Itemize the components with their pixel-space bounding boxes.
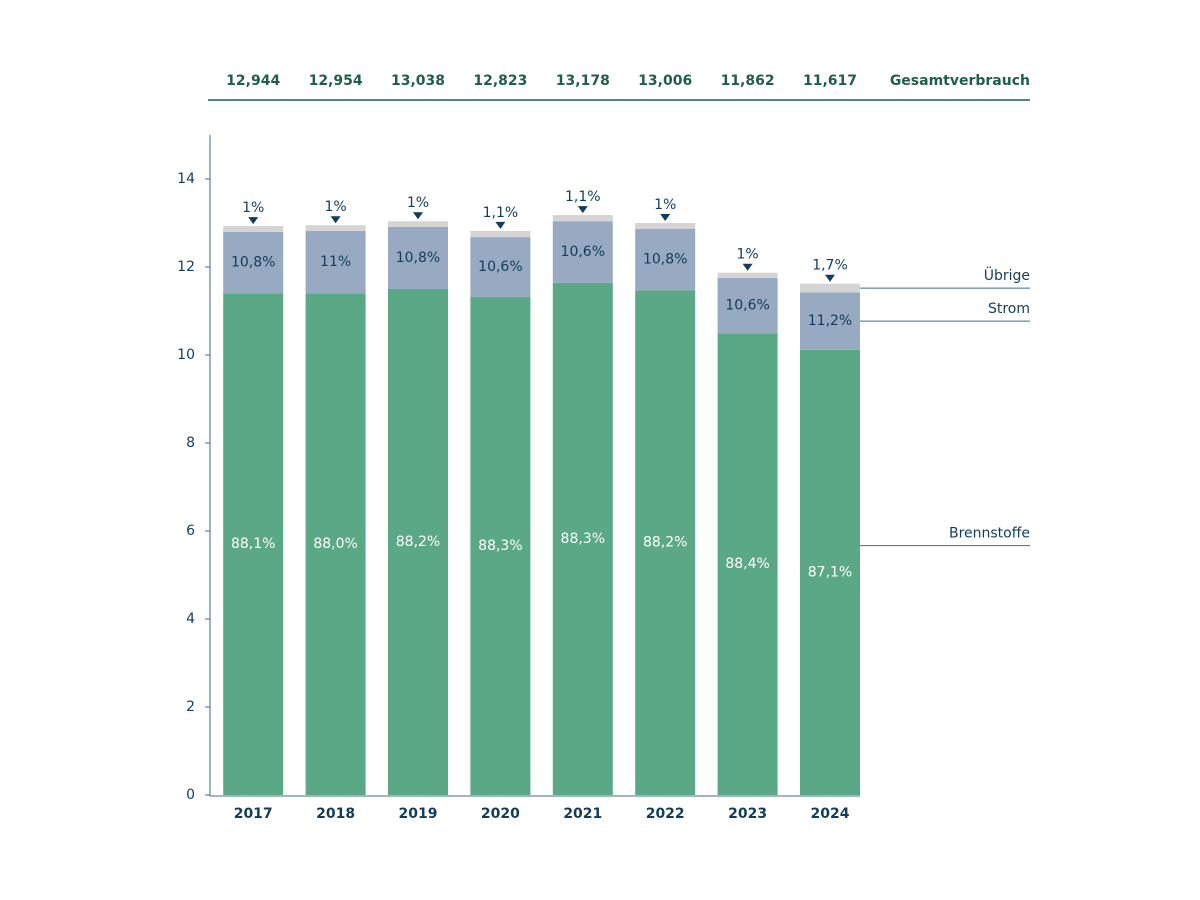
share-label: 1% [654,197,676,213]
share-label: 1,7% [812,258,848,274]
pointer-arrow [825,274,835,282]
pointer-arrow [248,217,259,225]
x-tick-label: 2020 [481,806,520,822]
bar-segment [800,292,860,350]
total-label: 13,038 [391,73,445,89]
x-tick-label: 2023 [728,806,767,822]
share-label: 1% [407,195,429,211]
bar-segment [470,296,531,795]
bar-segment [800,283,860,293]
x-tick-label: 2021 [563,806,602,822]
share-label: 10,6% [725,298,769,314]
share-label: 1,1% [565,189,601,205]
share-label: 10,6% [561,244,605,260]
bar-segment [388,226,448,289]
total-label: 12,954 [309,73,363,89]
share-label: 88,3% [561,531,605,547]
total-label: 11,617 [803,73,857,89]
bar-segment [388,289,448,795]
bar-segment [717,333,778,795]
bar-segment [305,230,366,294]
share-label: 1% [736,247,758,263]
bar-segment [305,293,366,795]
x-tick-label: 2024 [811,806,850,822]
y-tick-label: 12 [177,259,195,275]
share-label: 10,6% [478,259,522,275]
bar-segment [470,230,531,238]
total-label: 13,006 [638,73,692,89]
share-label: 10,8% [231,255,275,271]
share-label: 1% [242,200,264,216]
share-label: 88,2% [396,534,440,550]
x-tick-label: 2017 [234,806,273,822]
y-tick-label: 2 [186,699,195,715]
bar-segment [635,223,696,229]
pointer-arrow [330,216,341,224]
share-label: 87,1% [808,564,852,580]
bar-segment [552,282,613,796]
share-label: 11% [320,254,351,270]
share-label: 88,0% [313,536,357,552]
bar-segment [388,221,448,227]
bar-segment [223,226,284,232]
share-label: 11,2% [808,313,852,329]
legend-label: Übrige [984,266,1030,284]
bar-segment [305,225,366,231]
total-label: 11,862 [721,73,775,89]
totals-title: Gesamtverbrauch [890,73,1030,89]
y-tick-label: 10 [177,347,195,363]
total-label: 13,178 [556,73,610,89]
share-label: 10,8% [396,250,440,266]
pointer-arrow [495,221,506,229]
share-label: 88,3% [478,538,522,554]
bar-segment [470,237,531,297]
bar-segment [552,221,613,283]
total-label: 12,944 [226,73,280,89]
pointer-arrow [577,206,588,214]
bar-segment [223,293,284,795]
bar-segment [800,349,860,795]
legend-label: Brennstoffe [949,526,1030,542]
y-tick-label: 8 [186,435,195,451]
bar-segment [635,290,696,795]
y-tick-label: 0 [186,787,195,803]
total-label: 12,823 [473,73,527,89]
x-tick-label: 2019 [399,806,438,822]
share-label: 88,2% [643,535,687,551]
legend-label: Strom [988,301,1030,317]
bar-segment [635,228,696,291]
x-tick-label: 2018 [316,806,355,822]
y-tick-label: 14 [177,171,195,187]
pointer-arrow [413,212,423,220]
bar-segment [552,215,613,222]
share-label: 10,8% [643,252,687,268]
y-tick-label: 4 [186,611,195,627]
bar-segment [223,231,284,294]
pointer-arrow [660,214,671,221]
x-tick-label: 2022 [646,806,685,822]
bar-segment [717,272,778,278]
pointer-arrow [742,263,753,271]
y-tick-label: 6 [186,523,195,539]
share-label: 88,1% [231,536,275,552]
bar-segment [717,278,778,334]
share-label: 88,4% [725,556,769,572]
share-label: 1% [324,199,346,215]
share-label: 1,1% [483,205,519,221]
